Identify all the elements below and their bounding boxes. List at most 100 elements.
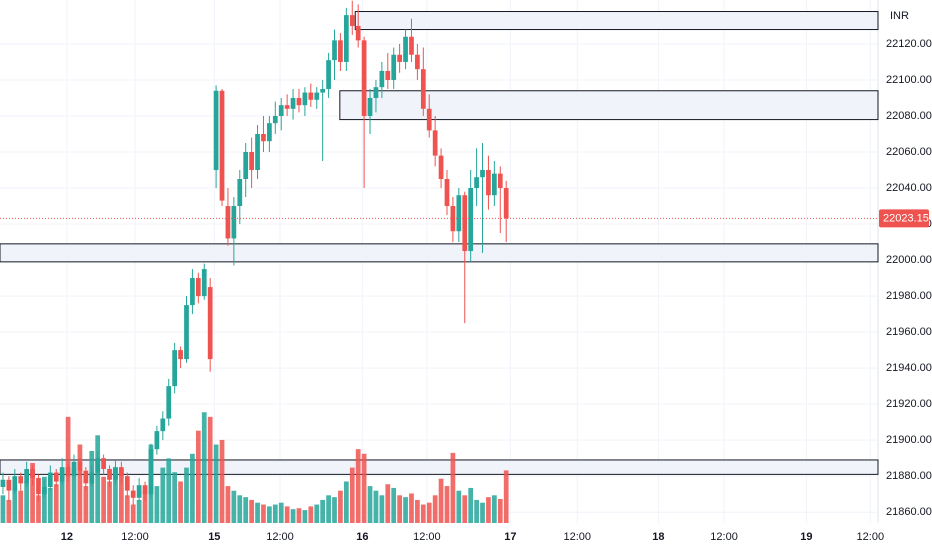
volume-bar	[480, 502, 485, 523]
volume-bar	[213, 444, 219, 523]
candle-body	[24, 468, 30, 484]
candle-body	[296, 97, 302, 106]
zone	[0, 243, 879, 263]
volume-bar	[444, 486, 450, 523]
volume-bar	[18, 490, 24, 523]
candle-body	[12, 476, 18, 491]
volume-bar	[77, 444, 83, 523]
candle-body	[462, 195, 468, 252]
candle-body	[130, 490, 136, 498]
volume-bar	[59, 472, 65, 523]
candle-body	[0, 479, 6, 487]
x-tick-label: 12:00	[857, 531, 885, 543]
y-tick-label: 21920.00	[886, 398, 932, 410]
volume-bar	[24, 481, 30, 523]
x-tick-label: 12:00	[413, 531, 441, 543]
volume-bar	[385, 484, 391, 523]
candle-body	[83, 470, 89, 484]
y-tick-label: 22120.00	[886, 38, 932, 50]
volume-bar	[154, 486, 160, 523]
y-tick-label: 21860.00	[886, 506, 932, 518]
volume-bar	[160, 467, 166, 523]
volume-bar	[195, 430, 201, 523]
volume-bar	[326, 495, 331, 523]
candle-body	[113, 467, 118, 480]
candle-body	[432, 130, 438, 156]
candle-body	[42, 486, 47, 495]
y-tick-label: 22080.00	[886, 110, 932, 122]
candle-body	[53, 472, 59, 482]
candle-body	[349, 15, 355, 26]
volume-bar	[361, 453, 367, 523]
y-tick-label: 21960.00	[886, 326, 932, 338]
volume-bar	[438, 478, 444, 523]
x-tick-label: 19	[800, 531, 812, 543]
candle-body	[367, 97, 373, 116]
volume-bar	[462, 495, 468, 523]
candle-body	[65, 467, 71, 477]
candle-body	[101, 458, 106, 469]
volume-bar	[373, 490, 379, 523]
candle-body	[278, 105, 284, 116]
candle-body	[243, 152, 249, 180]
candle-body	[267, 123, 272, 142]
candle-body	[338, 40, 343, 62]
candle-body	[468, 188, 474, 252]
volume-bar	[456, 490, 462, 523]
x-tick-label: 16	[356, 531, 368, 543]
volume-bar	[391, 487, 397, 523]
candle-body	[172, 350, 178, 387]
volume-bar	[308, 506, 314, 523]
candle-body	[77, 461, 83, 471]
candle-body	[213, 90, 219, 171]
y-tick-label: 22000.00	[886, 254, 932, 266]
candle-body	[154, 431, 160, 450]
y-tick-label: 21900.00	[886, 434, 932, 446]
volume-bar	[403, 497, 408, 523]
volume-bar	[47, 487, 53, 523]
candle-body	[178, 350, 183, 360]
candle-body	[355, 25, 361, 41]
volume-bar	[302, 510, 308, 523]
candle-body	[314, 92, 320, 100]
volume-bar	[231, 490, 237, 523]
volume-bar	[53, 484, 59, 523]
candle-body	[385, 70, 391, 80]
volume-bar	[178, 481, 183, 523]
candle-body	[290, 97, 296, 109]
volume-bar	[332, 497, 337, 523]
candle-body	[124, 476, 130, 491]
candle-body	[343, 15, 349, 62]
volume-bar	[343, 481, 349, 523]
volume-bar	[450, 452, 456, 523]
candle-body	[47, 472, 53, 487]
candle-body	[302, 92, 308, 106]
candle-body	[18, 476, 24, 484]
candle-body	[491, 173, 497, 196]
y-tick-label: 21940.00	[886, 362, 932, 374]
volume-bar	[290, 509, 296, 523]
volume-bar	[355, 449, 361, 523]
y-tick-label: 22040.00	[886, 182, 932, 194]
volume-bar	[420, 504, 426, 523]
candle-body	[426, 108, 432, 131]
x-tick-label: 12:00	[710, 531, 738, 543]
x-tick-label: 12:00	[121, 531, 149, 543]
volume-bar	[503, 470, 509, 523]
candle-body	[160, 418, 166, 432]
candle-body	[373, 87, 379, 98]
candle-body	[444, 179, 450, 207]
volume-bar	[89, 451, 95, 523]
candle-body	[486, 170, 491, 196]
volume-bar	[95, 435, 101, 523]
volume-bar	[249, 499, 254, 523]
zone	[339, 90, 879, 121]
candle-body	[237, 179, 243, 207]
volume-bar	[255, 502, 260, 523]
y-tick-label: 22060.00	[886, 146, 932, 158]
candle-body	[219, 90, 225, 201]
zone	[0, 459, 879, 475]
volume-bar	[225, 486, 231, 523]
volume-bar	[130, 504, 136, 523]
